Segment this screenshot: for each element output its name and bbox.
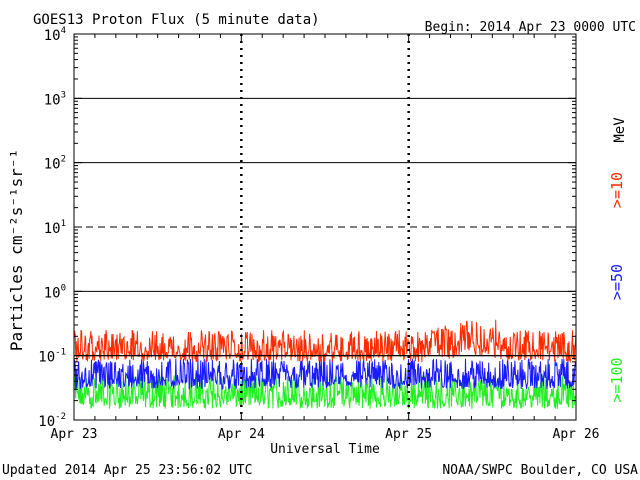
updated-time: Updated 2014 Apr 25 23:56:02 UTC	[2, 463, 252, 478]
y-tick-label: 10-2	[38, 412, 66, 430]
legend-ge10: >=10	[608, 172, 626, 208]
begin-time: Begin: 2014 Apr 23 0000 UTC	[425, 20, 636, 35]
chart-title: GOES13 Proton Flux (5 minute data)	[33, 12, 320, 28]
y-tick-label: 103	[44, 90, 66, 108]
mev-label: MeV	[612, 117, 628, 143]
y-axis-label: Particles cm⁻²s⁻¹sr⁻¹	[7, 149, 26, 351]
y-tick-label: 100	[44, 283, 66, 301]
plot-area: 10-2 10-1 100 101 102 103 104 Apr 23 Apr 24 Apr 2…	[38, 26, 599, 442]
y-tick-label: 101	[44, 219, 66, 237]
credit-text: NOAA/SWPC Boulder, CO USA	[442, 463, 638, 478]
legend-ge50: >=50	[608, 264, 626, 300]
x-axis-label: Universal Time	[270, 442, 380, 457]
x-tick-label: Apr 24	[218, 427, 265, 442]
y-tick-label: 10-1	[38, 348, 66, 366]
x-tick-label: Apr 25	[385, 427, 432, 442]
legend-ge100: >=100	[608, 357, 626, 402]
series-line-ge10	[73, 319, 577, 364]
x-tick-label: Apr 26	[553, 427, 600, 442]
x-tick-label: Apr 23	[51, 427, 98, 442]
series-line-ge50	[73, 358, 577, 390]
y-tick-label: 104	[44, 26, 66, 44]
y-tick-label: 102	[44, 155, 66, 173]
